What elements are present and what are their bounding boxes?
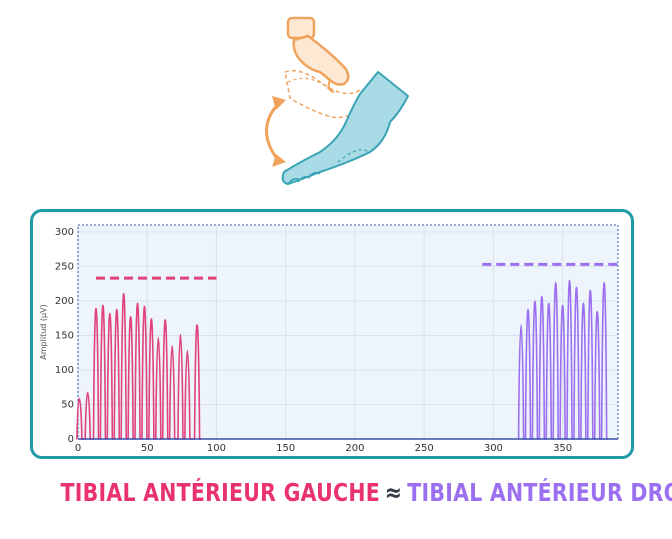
x-tick-label: 0	[75, 443, 81, 454]
x-tick-label: 200	[345, 443, 364, 454]
approx-equal-symbol: ≈	[384, 478, 403, 507]
x-tick-label: 100	[207, 443, 226, 454]
x-tick-label: 150	[276, 443, 295, 454]
muscle-comparison-caption: TIBIAL ANTÉRIEUR GAUCHE ≈ TIBIAL ANTÉRIEUR…	[60, 478, 672, 507]
hand-tapping-foot-icon	[265, 16, 409, 185]
y-tick-label: 150	[55, 330, 74, 341]
emg-chart-frame: 0 50 100 150 200 250 300 350 0 50 100 150 200 250 300 A…	[30, 209, 634, 459]
x-tick-label: 350	[553, 443, 572, 454]
y-tick-label: 300	[55, 227, 74, 238]
ghost-toe-line-icon	[287, 77, 331, 91]
x-tick-label: 250	[415, 443, 434, 454]
foot-icon	[281, 71, 409, 185]
hand-icon	[286, 16, 350, 93]
emg-series-1-line	[76, 292, 202, 440]
arrow-head-top-icon	[272, 96, 286, 110]
y-tick-label: 100	[55, 365, 74, 376]
y-tick-label: 200	[55, 296, 74, 307]
left-muscle-label: TIBIAL ANTÉRIEUR GAUCHE	[60, 478, 380, 507]
y-axis-label: Amplitud (µV)	[39, 304, 48, 359]
x-tick-label: 50	[141, 443, 154, 454]
ghost-foot-icon	[284, 70, 369, 119]
emg-series-2-line	[517, 280, 609, 440]
y-tick-label: 0	[68, 434, 74, 445]
arrow-head-bottom-icon	[272, 154, 286, 167]
x-tick-label: 300	[484, 443, 503, 454]
right-muscle-label: TIBIAL ANTÉRIEUR DROIT	[407, 478, 672, 507]
motion-arrow-icon	[265, 102, 280, 162]
emg-chart: 0 50 100 150 200 250 300 350 0 50 100 150 200 250 300 A…	[39, 224, 619, 454]
hand-tapping-foot-illustration	[250, 12, 420, 192]
y-tick-label: 250	[55, 261, 74, 272]
y-tick-label: 50	[61, 399, 74, 410]
